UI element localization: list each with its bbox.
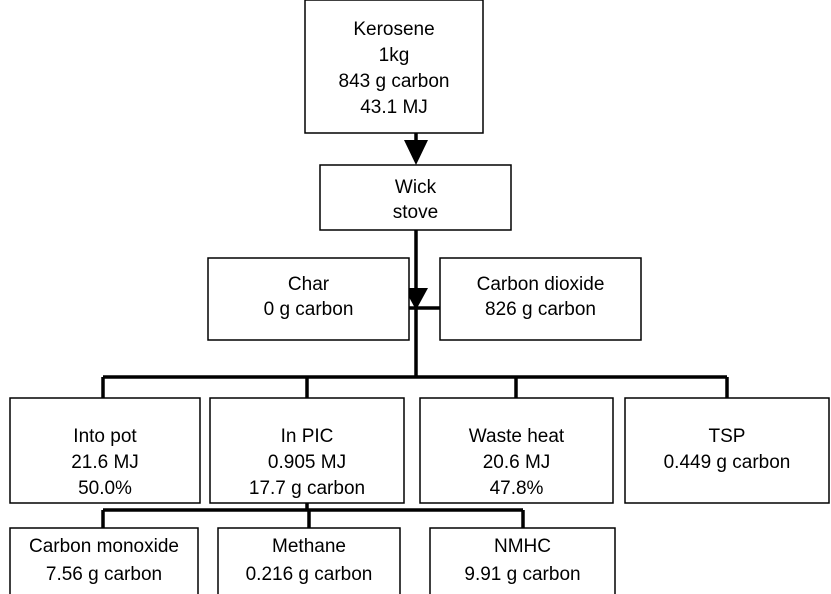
node-label: NMHC: [494, 536, 551, 557]
node-box: [319, 164, 512, 231]
node-box: [429, 527, 616, 594]
node-label: 9.91 g carbon: [464, 564, 580, 585]
node-label: Carbon monoxide: [29, 536, 179, 557]
node-label: Methane: [272, 536, 346, 557]
node-label: Kerosene: [353, 19, 434, 40]
connectors: [101, 133, 729, 528]
node-label: 0.449 g carbon: [664, 452, 791, 473]
node-box: [217, 527, 401, 594]
node-label: 1kg: [379, 45, 410, 66]
node-label: Waste heat: [469, 426, 565, 447]
node-label: Into pot: [73, 426, 137, 447]
node-label: stove: [393, 202, 438, 223]
node-label: 17.7 g carbon: [249, 478, 365, 499]
node-label: 50.0%: [78, 478, 132, 499]
node-box: [419, 397, 614, 504]
arrow-head: [404, 288, 428, 310]
node-label: 0.216 g carbon: [246, 564, 373, 585]
node-box: [439, 257, 642, 341]
node-label: 843 g carbon: [339, 71, 450, 92]
arrow-head: [404, 140, 428, 165]
node-box: [209, 397, 405, 504]
node-label: 826 g carbon: [485, 299, 596, 320]
node-label: 21.6 MJ: [71, 452, 139, 473]
node-label: 47.8%: [490, 478, 544, 499]
node-label: 20.6 MJ: [483, 452, 551, 473]
node-label: 0 g carbon: [264, 299, 354, 320]
node-box: [9, 527, 199, 594]
node-box: [304, 0, 484, 134]
node-label: TSP: [709, 426, 746, 447]
node-label: In PIC: [281, 426, 334, 447]
node-box: [207, 257, 410, 341]
node-box: [9, 397, 201, 504]
node-label: Wick: [395, 177, 437, 198]
node-label: Carbon dioxide: [477, 274, 605, 295]
node-box: [624, 397, 830, 504]
node-label: Char: [288, 274, 330, 295]
node-label: 43.1 MJ: [360, 97, 428, 118]
node-label: 0.905 MJ: [268, 452, 346, 473]
node-label: 7.56 g carbon: [46, 564, 162, 585]
